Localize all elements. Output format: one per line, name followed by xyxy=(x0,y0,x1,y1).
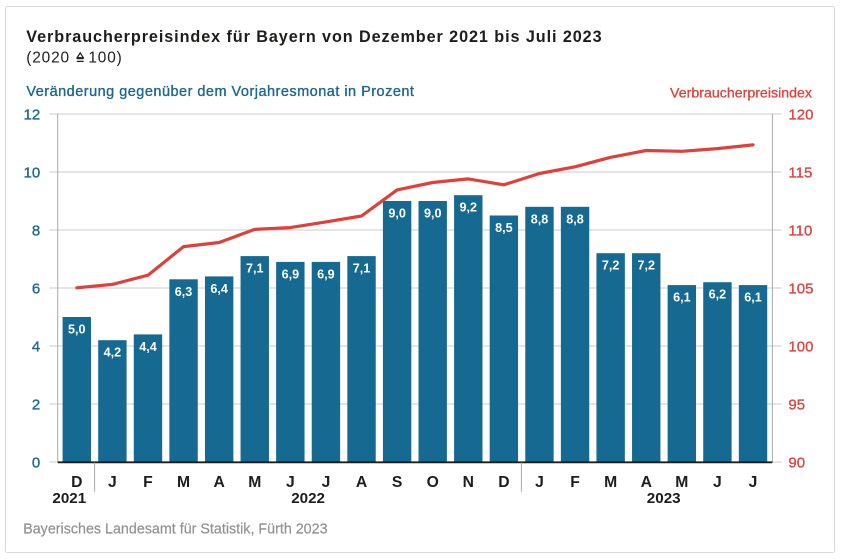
svg-text:N: N xyxy=(463,474,474,491)
svg-text:4: 4 xyxy=(32,338,40,355)
svg-text:Verbraucherpreisindex: Verbraucherpreisindex xyxy=(670,86,812,102)
svg-text:90: 90 xyxy=(788,454,805,471)
svg-text:115: 115 xyxy=(788,164,812,181)
svg-text:2: 2 xyxy=(32,396,40,413)
svg-text:9,0: 9,0 xyxy=(388,207,406,221)
svg-text:7,1: 7,1 xyxy=(353,262,371,276)
svg-text:(2020: (2020 xyxy=(26,50,70,67)
svg-text:A: A xyxy=(641,474,652,491)
svg-text:4,4: 4,4 xyxy=(139,340,157,354)
svg-text:Bayerisches Landesamt für Stat: Bayerisches Landesamt für Statistik, Für… xyxy=(23,522,327,538)
svg-text:0: 0 xyxy=(32,454,40,471)
svg-text:95: 95 xyxy=(788,396,805,413)
svg-text:7,2: 7,2 xyxy=(637,259,655,273)
svg-text:J: J xyxy=(108,474,117,491)
svg-text:D: D xyxy=(71,474,82,491)
svg-text:8: 8 xyxy=(32,222,40,239)
svg-text:110: 110 xyxy=(788,222,812,239)
svg-text:120: 120 xyxy=(788,106,813,123)
svg-text:6,9: 6,9 xyxy=(317,267,335,281)
svg-text:Verbraucherpreisindex für Baye: Verbraucherpreisindex für Bayern von Dez… xyxy=(26,28,602,46)
svg-text:105: 105 xyxy=(788,280,813,297)
svg-text:5,0: 5,0 xyxy=(68,323,86,337)
svg-text:7,1: 7,1 xyxy=(246,262,264,276)
svg-text:6,3: 6,3 xyxy=(175,285,193,299)
svg-text:2021: 2021 xyxy=(52,490,86,507)
svg-text:6,2: 6,2 xyxy=(709,288,727,302)
svg-text:8,8: 8,8 xyxy=(566,212,584,226)
svg-text:M: M xyxy=(177,474,190,491)
svg-text:10: 10 xyxy=(24,164,41,181)
svg-text:100: 100 xyxy=(788,338,813,355)
svg-text:8,5: 8,5 xyxy=(495,221,513,235)
svg-text:M: M xyxy=(604,474,617,491)
svg-text:J: J xyxy=(286,474,295,491)
svg-text:6,1: 6,1 xyxy=(673,291,691,305)
svg-text:A: A xyxy=(213,474,224,491)
svg-text:12: 12 xyxy=(24,106,41,123)
svg-text:D: D xyxy=(498,474,509,491)
svg-text:S: S xyxy=(392,474,402,491)
svg-text:O: O xyxy=(427,474,439,491)
svg-text:F: F xyxy=(143,474,153,491)
svg-text:9,0: 9,0 xyxy=(424,207,442,221)
svg-text:2023: 2023 xyxy=(647,490,681,507)
svg-text:A: A xyxy=(356,474,367,491)
svg-text:J: J xyxy=(749,474,758,491)
svg-text:6,9: 6,9 xyxy=(282,267,300,281)
svg-text:9,2: 9,2 xyxy=(460,201,478,215)
svg-text:7,2: 7,2 xyxy=(602,259,620,273)
svg-text:2022: 2022 xyxy=(291,490,325,507)
svg-text:J: J xyxy=(322,474,331,491)
svg-text:F: F xyxy=(570,474,580,491)
svg-text:6,1: 6,1 xyxy=(744,291,762,305)
svg-text:J: J xyxy=(535,474,544,491)
svg-text:M: M xyxy=(675,474,688,491)
svg-text:Veränderung gegenüber dem Vorj: Veränderung gegenüber dem Vorjahresmonat… xyxy=(26,84,414,100)
svg-text:M: M xyxy=(248,474,261,491)
svg-text:4,2: 4,2 xyxy=(104,346,122,360)
svg-text:100): 100) xyxy=(88,50,122,67)
svg-text:8,8: 8,8 xyxy=(531,212,549,226)
svg-text:6,4: 6,4 xyxy=(210,282,228,296)
svg-text:J: J xyxy=(713,474,722,491)
svg-text:6: 6 xyxy=(32,280,40,297)
